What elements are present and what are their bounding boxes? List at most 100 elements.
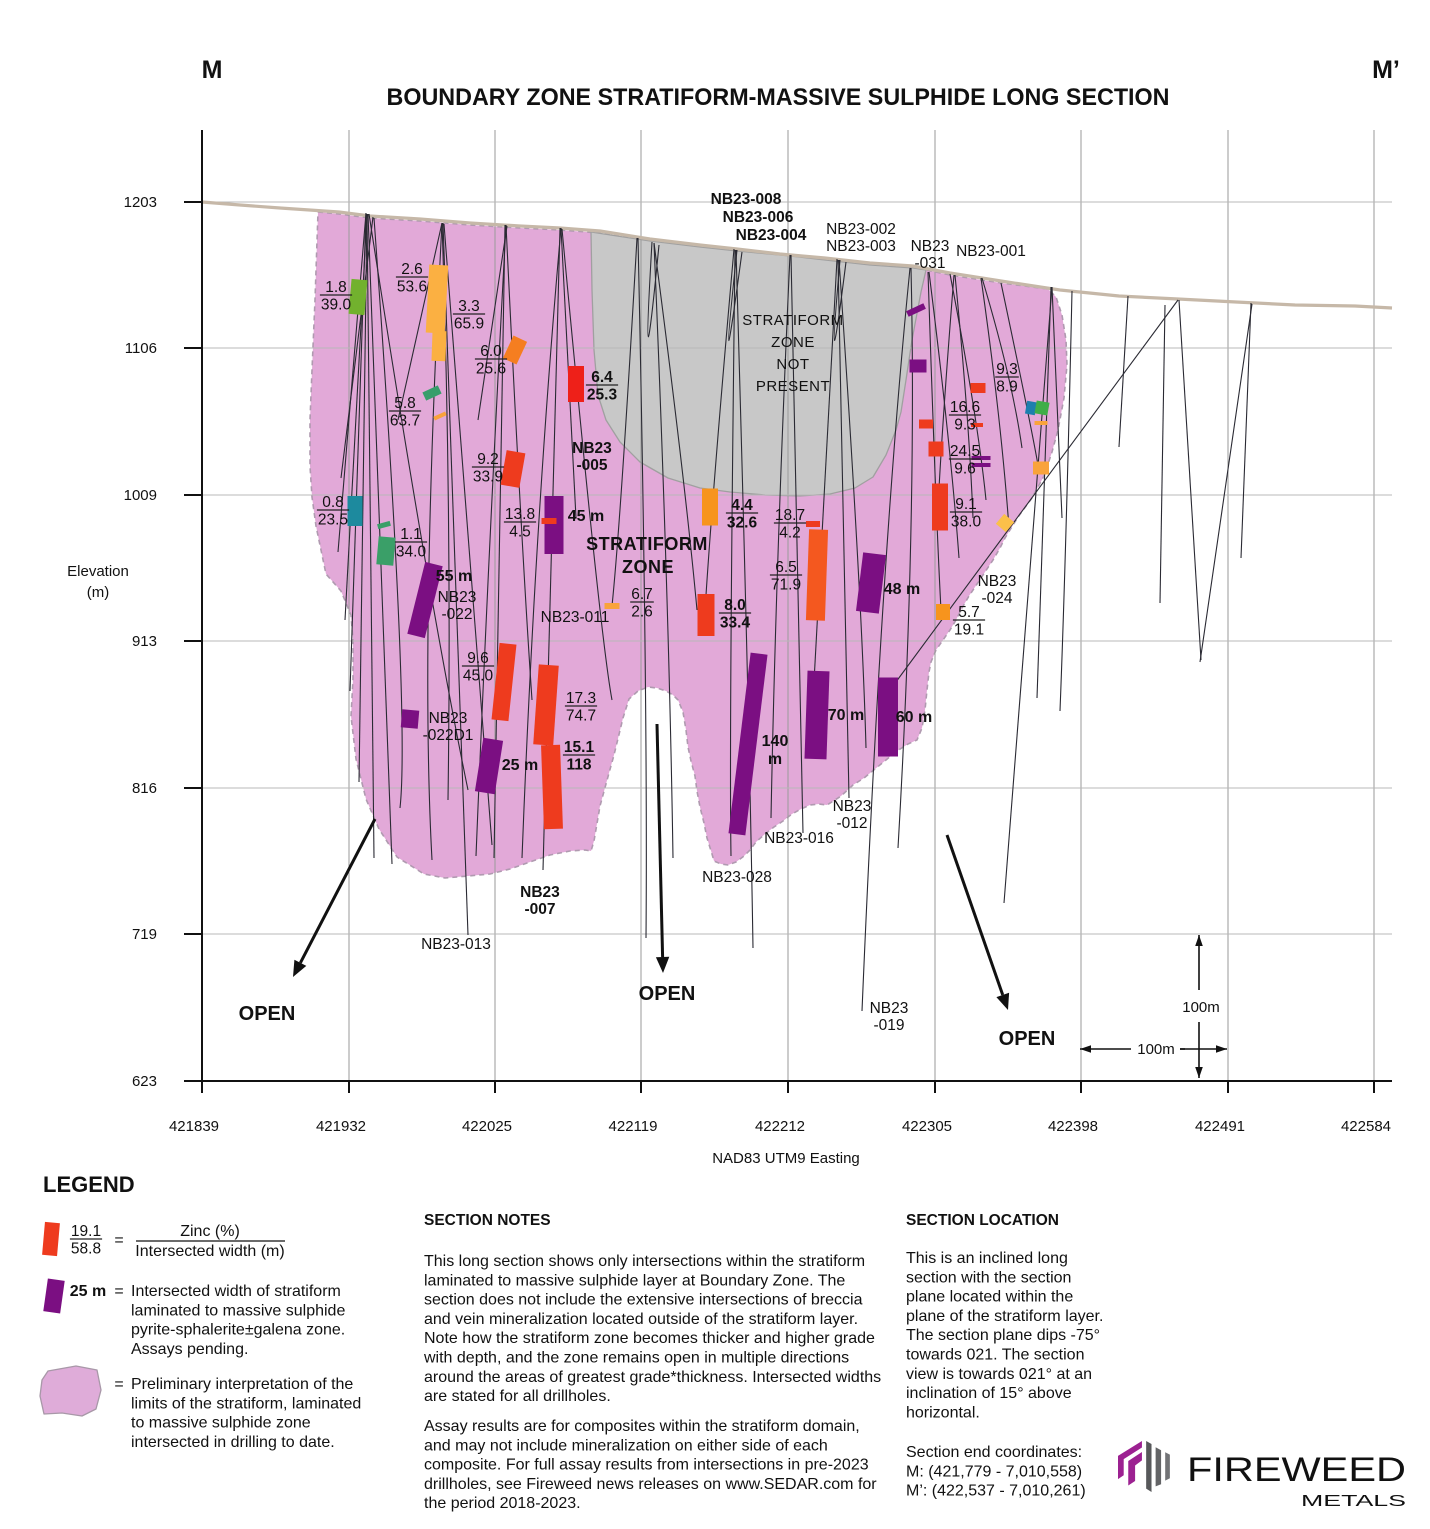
svg-text:6.0: 6.0 <box>480 343 502 360</box>
svg-text:9.3: 9.3 <box>996 361 1018 378</box>
svg-text:horizontal.: horizontal. <box>906 1404 980 1421</box>
svg-text:1009: 1009 <box>124 487 157 504</box>
svg-text:section with the section: section with the section <box>906 1269 1071 1286</box>
svg-text:421932: 421932 <box>316 1118 366 1135</box>
svg-text:NB23-016: NB23-016 <box>764 830 834 847</box>
svg-text:422584: 422584 <box>1341 1118 1391 1135</box>
svg-text:-024: -024 <box>981 590 1012 607</box>
svg-text:25 m: 25 m <box>70 1283 106 1300</box>
svg-text:-022D1: -022D1 <box>423 727 474 744</box>
svg-text:422025: 422025 <box>462 1118 512 1135</box>
svg-text:-007: -007 <box>524 901 555 918</box>
svg-text:39.0: 39.0 <box>321 297 352 314</box>
svg-text:NB23-001: NB23-001 <box>956 243 1026 260</box>
svg-text:6.4: 6.4 <box>591 369 613 386</box>
svg-text:NB23: NB23 <box>870 1000 909 1017</box>
svg-text:pyrite-sphalerite±galena zone.: pyrite-sphalerite±galena zone. <box>131 1322 345 1339</box>
svg-text:view is towards 021° at an: view is towards 021° at an <box>906 1366 1092 1383</box>
svg-text:100m: 100m <box>1137 1041 1175 1058</box>
svg-text:Intersected width of stratifor: Intersected width of stratiform <box>131 1283 341 1300</box>
svg-text:4.2: 4.2 <box>779 525 801 542</box>
svg-text:NAD83 UTM9 Easting: NAD83 UTM9 Easting <box>712 1150 860 1167</box>
svg-text:NB23-003: NB23-003 <box>826 238 896 255</box>
svg-text:Section end coordinates:: Section end coordinates: <box>906 1444 1082 1461</box>
svg-text:118: 118 <box>566 757 591 774</box>
svg-text:25.6: 25.6 <box>476 361 506 378</box>
svg-text:and vein mineralization locate: and vein mineralization located outside … <box>424 1311 858 1328</box>
svg-text:NB23-006: NB23-006 <box>723 209 794 226</box>
svg-text:719: 719 <box>132 926 157 943</box>
svg-text:NB23-008: NB23-008 <box>711 191 782 208</box>
svg-text:60 m: 60 m <box>896 709 932 726</box>
svg-text:METALS: METALS <box>1301 1493 1406 1510</box>
svg-text:5.8: 5.8 <box>394 395 416 412</box>
svg-text:-022: -022 <box>441 606 472 623</box>
svg-text:17.3: 17.3 <box>566 690 596 707</box>
svg-text:-019: -019 <box>873 1017 904 1034</box>
svg-text:421839: 421839 <box>169 1118 219 1135</box>
svg-text:drillholes, see Fireweed news: drillholes, see Fireweed news releases o… <box>424 1476 877 1493</box>
svg-text:FIREWEED: FIREWEED <box>1187 1451 1406 1489</box>
svg-text:Assays pending.: Assays pending. <box>131 1341 248 1358</box>
svg-text:38.0: 38.0 <box>951 514 982 531</box>
svg-text:23.5: 23.5 <box>318 512 348 529</box>
svg-text:with depth, and the zone remai: with depth, and the zone remains open in… <box>423 1350 849 1367</box>
svg-text:33.9: 33.9 <box>473 469 503 486</box>
svg-text:15.1: 15.1 <box>564 739 595 756</box>
svg-text:63.7: 63.7 <box>390 413 420 430</box>
svg-text:33.4: 33.4 <box>720 615 751 632</box>
svg-text:NB23: NB23 <box>520 884 560 901</box>
svg-text:the period 2018-2023.: the period 2018-2023. <box>424 1495 581 1512</box>
svg-text:NB23-013: NB23-013 <box>421 936 491 953</box>
svg-text:STRATIFORM: STRATIFORM <box>742 312 843 329</box>
svg-text:This long section shows only i: This long section shows only intersectio… <box>424 1253 865 1270</box>
svg-text:16.6: 16.6 <box>950 399 980 416</box>
svg-text:intersected in drilling to dat: intersected in drilling to date. <box>131 1434 335 1451</box>
svg-text:laminated to massive sulphide: laminated to massive sulphide <box>131 1302 345 1319</box>
svg-text:composite. For full assay resu: composite. For full assay results from i… <box>424 1457 869 1474</box>
svg-text:8.9: 8.9 <box>996 379 1018 396</box>
svg-text:32.6: 32.6 <box>727 515 758 532</box>
svg-text:section does not include the e: section does not include the extensive i… <box>424 1292 863 1309</box>
svg-text:NB23: NB23 <box>429 710 468 727</box>
svg-text:25.3: 25.3 <box>587 387 618 404</box>
svg-text:9.3: 9.3 <box>954 417 976 434</box>
svg-text:NB23-028: NB23-028 <box>702 869 772 886</box>
svg-text:(m): (m) <box>87 584 110 601</box>
svg-text:towards 021. The section: towards 021. The section <box>906 1347 1084 1364</box>
svg-text:-005: -005 <box>576 457 607 474</box>
svg-text:48 m: 48 m <box>884 581 920 598</box>
svg-text:NB23: NB23 <box>438 589 477 606</box>
svg-text:3.3: 3.3 <box>458 298 480 315</box>
svg-text:5.7: 5.7 <box>958 604 980 621</box>
svg-text:ZONE: ZONE <box>771 334 815 351</box>
svg-text:plane located within the: plane located within the <box>906 1289 1073 1306</box>
svg-text:13.8: 13.8 <box>505 506 535 523</box>
svg-text:m: m <box>768 751 782 768</box>
svg-text:Elevation: Elevation <box>67 563 129 580</box>
svg-text:This is an inclined long: This is an inclined long <box>906 1250 1068 1267</box>
svg-text:19.1: 19.1 <box>954 622 984 639</box>
svg-text:2.6: 2.6 <box>631 604 653 621</box>
svg-text:M: M <box>202 56 223 84</box>
svg-text:53.6: 53.6 <box>397 279 427 296</box>
svg-text:422212: 422212 <box>755 1118 805 1135</box>
svg-text:9.2: 9.2 <box>477 451 499 468</box>
svg-text:100m: 100m <box>1182 999 1220 1016</box>
svg-text:OPEN: OPEN <box>239 1003 296 1025</box>
svg-text:1.8: 1.8 <box>325 279 347 296</box>
svg-text:422491: 422491 <box>1195 1118 1245 1135</box>
svg-text:NOT: NOT <box>776 356 809 373</box>
svg-text:SECTION LOCATION: SECTION LOCATION <box>906 1212 1059 1229</box>
svg-text:422305: 422305 <box>902 1118 952 1135</box>
svg-text:ZONE: ZONE <box>622 557 674 577</box>
svg-text:The section plane dips -75°: The section plane dips -75° <box>906 1327 1100 1344</box>
svg-text:NB23-011: NB23-011 <box>541 609 610 626</box>
svg-text:Intersected width (m): Intersected width (m) <box>135 1243 284 1260</box>
svg-text:NB23: NB23 <box>572 440 612 457</box>
svg-text:422119: 422119 <box>609 1118 658 1135</box>
svg-text:74.7: 74.7 <box>566 708 596 725</box>
svg-text:NB23: NB23 <box>833 798 872 815</box>
svg-text:=: = <box>114 1283 123 1300</box>
svg-text:and may not include mineraliza: and may not include mineralization on ei… <box>424 1437 828 1454</box>
